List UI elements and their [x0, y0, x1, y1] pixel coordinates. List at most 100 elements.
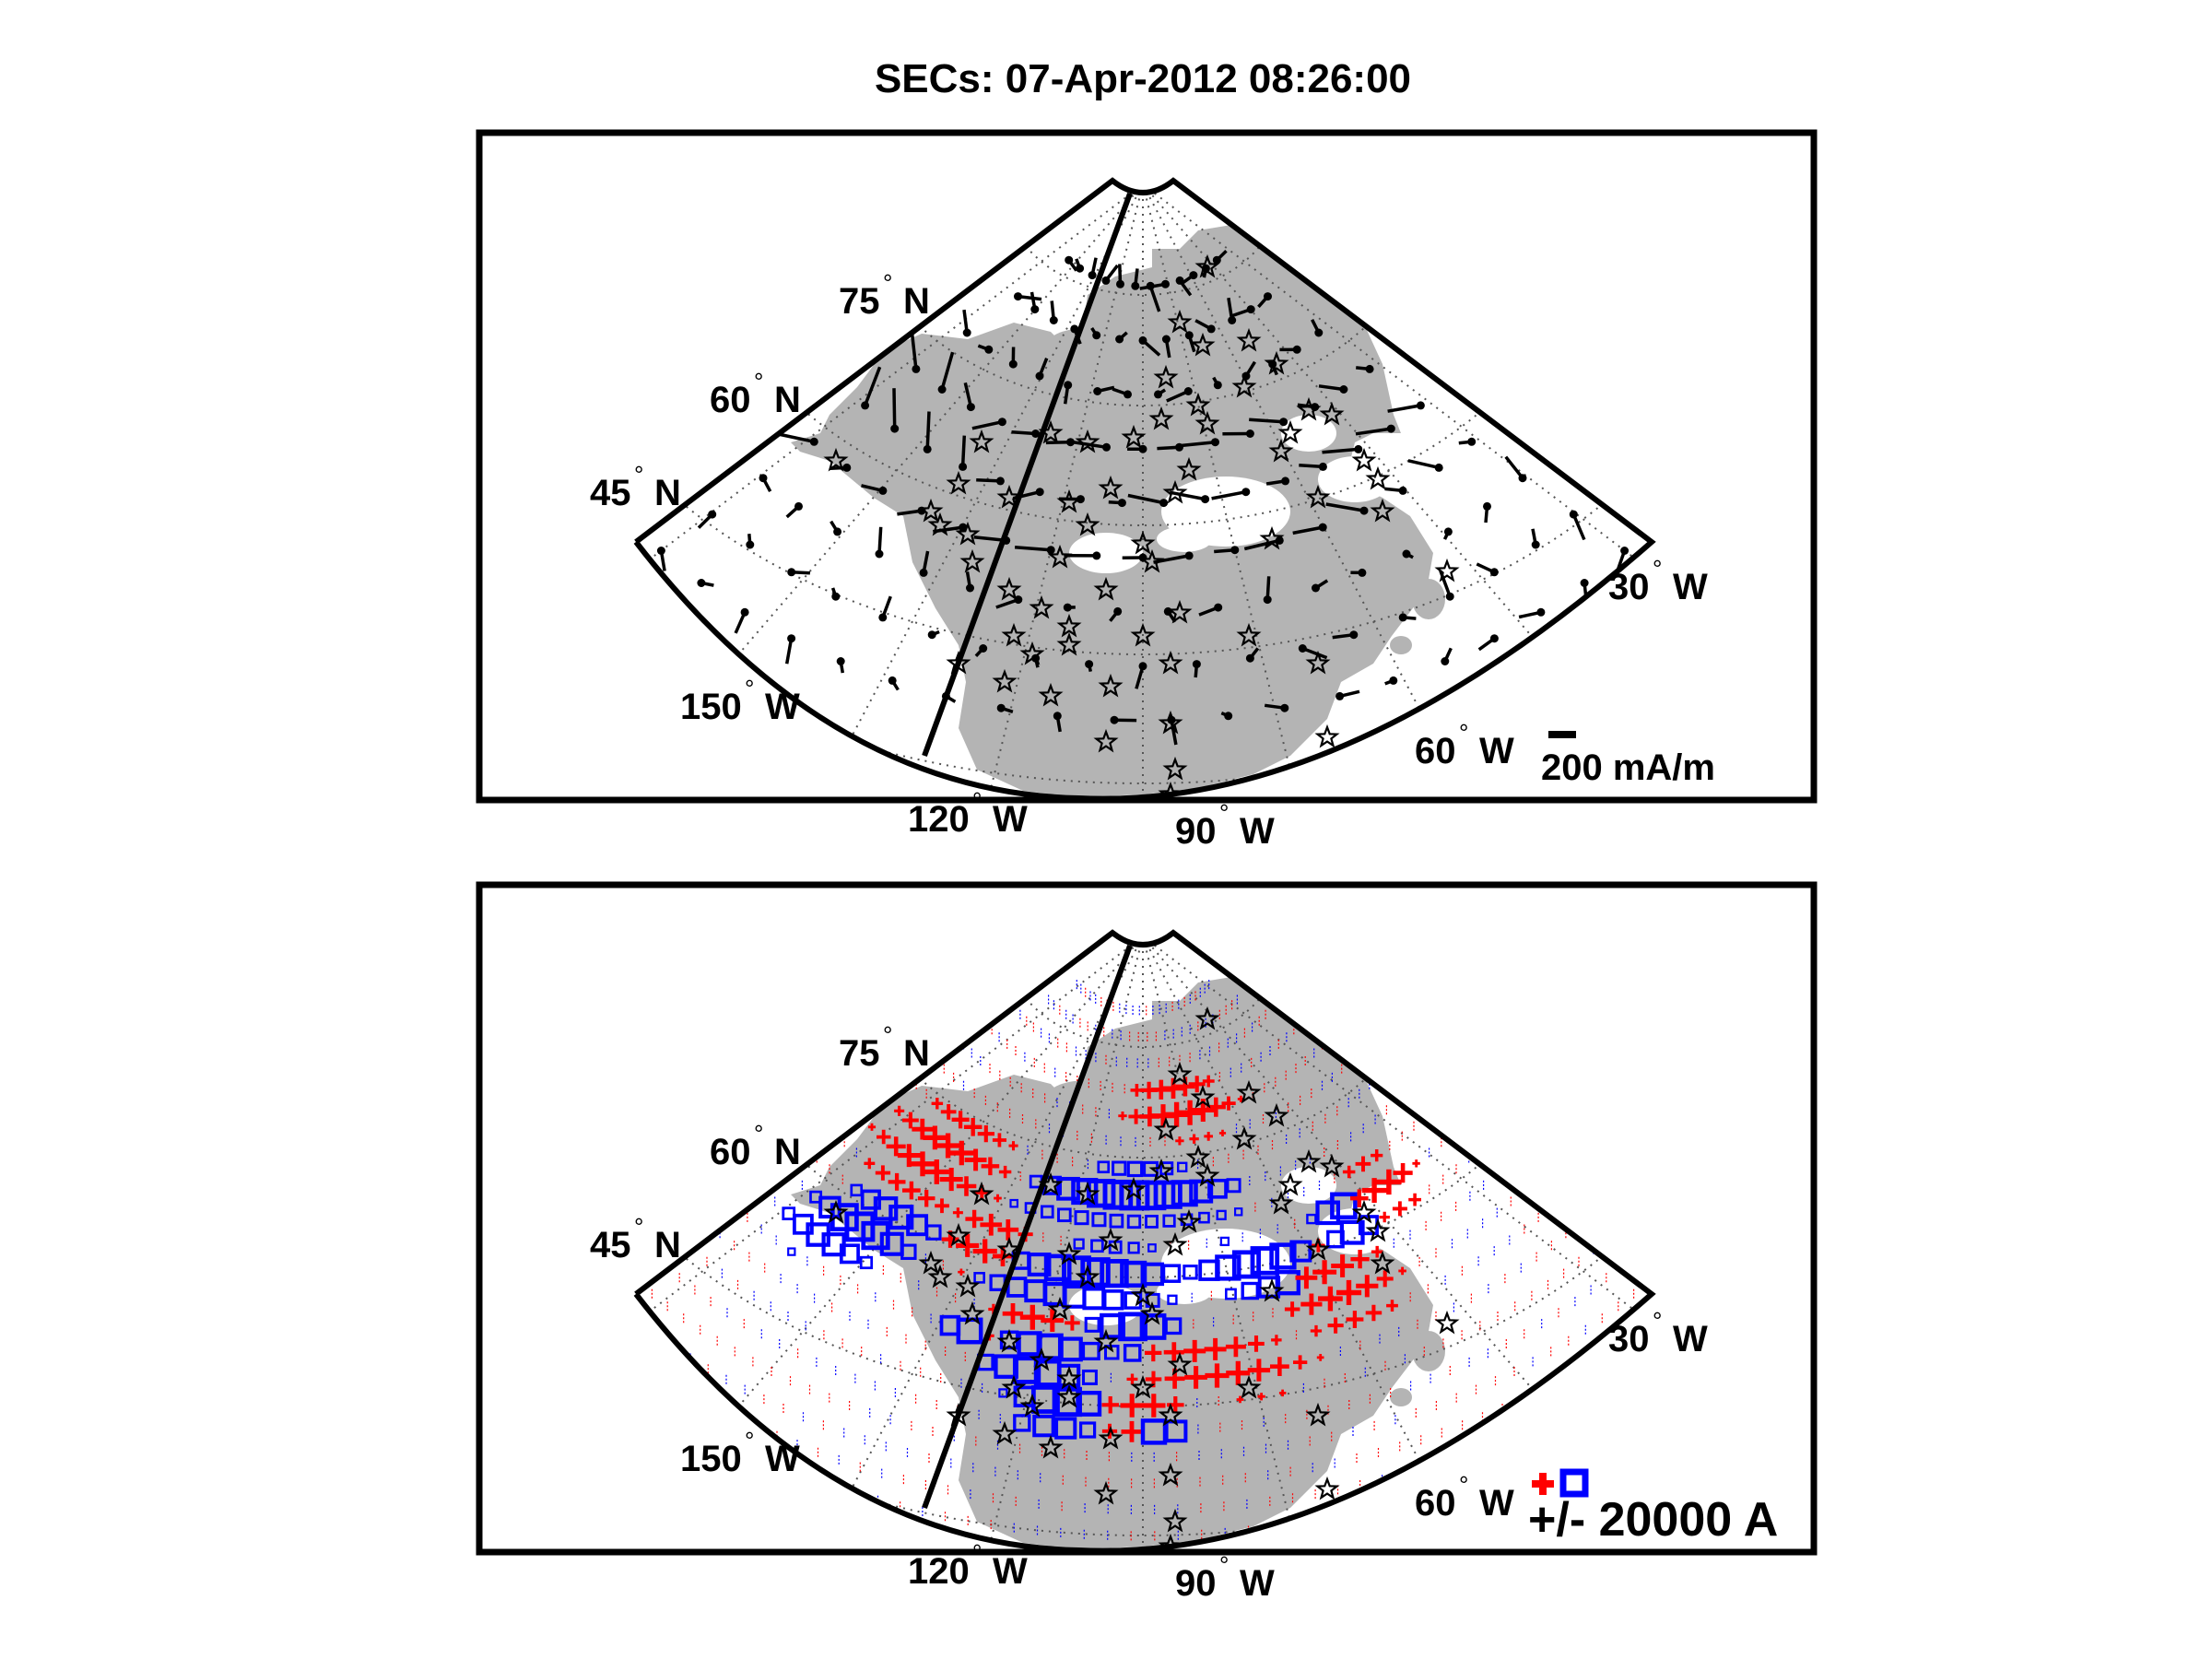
station-marker: [1056, 1365, 1082, 1390]
positive-marker: [949, 1140, 974, 1166]
current-vector: [927, 629, 940, 640]
station-marker: [992, 668, 1018, 693]
current-vector: [697, 579, 714, 587]
positive-marker: [1189, 1134, 1199, 1144]
positive-marker: [867, 1123, 877, 1131]
negative-marker: [1013, 1414, 1031, 1432]
negative-marker: [1231, 1250, 1261, 1279]
current-vector: [1214, 546, 1240, 555]
lon-label-120: 120 ° W: [908, 1539, 1028, 1592]
positive-marker: [1331, 1254, 1354, 1277]
station-marker: [1019, 1393, 1045, 1418]
station-marker: [1001, 622, 1027, 647]
current-vector: [778, 432, 818, 446]
positive-marker: [1365, 1304, 1382, 1322]
current-vector: [974, 644, 988, 657]
station-marker: [1158, 1462, 1183, 1487]
station-marker: [1158, 710, 1183, 735]
lon-label-150-value: 150: [680, 1439, 742, 1479]
station-marker: [1319, 401, 1345, 426]
positive-marker: [1271, 1335, 1282, 1346]
lon-label-30-value: 30: [1608, 567, 1650, 607]
negative-marker: [787, 1247, 796, 1256]
positive-marker: [1221, 1096, 1236, 1111]
current-vector: [1065, 255, 1078, 272]
current-vector: [1075, 258, 1085, 273]
positive-marker: [963, 1118, 982, 1136]
station-marker: [1236, 327, 1262, 352]
negative-marker: [1289, 1240, 1312, 1263]
positive-marker: [964, 1148, 987, 1171]
degree-symbol: °: [972, 1539, 982, 1567]
station-marker: [959, 1300, 985, 1325]
positive-marker: [1393, 1163, 1413, 1183]
current-vector: [923, 411, 932, 453]
current-vector: [861, 366, 882, 410]
positive-marker: [1257, 1393, 1265, 1401]
current-vector: [1192, 660, 1201, 678]
figure-title: SECs: 07-Apr-2012 08:26:00: [875, 56, 1411, 101]
station-marker: [1296, 396, 1322, 421]
positive-marker: [994, 1194, 1002, 1203]
negative-marker: [1275, 1270, 1300, 1296]
current-vector: [1169, 490, 1210, 504]
degree-symbol: °: [1219, 1551, 1229, 1579]
current-vector: [1264, 703, 1289, 712]
lon-label-60-suffix: W: [1479, 1483, 1514, 1524]
station-marker: [1056, 613, 1082, 638]
station-marker: [1231, 1125, 1257, 1150]
current-vector: [1093, 385, 1115, 395]
positive-marker: [1145, 1344, 1162, 1362]
lon-label-60: 60 ° W: [1415, 1471, 1514, 1524]
positive-marker: [956, 1176, 977, 1196]
lon-label-30-value: 30: [1608, 1319, 1650, 1359]
station-marker: [946, 1222, 971, 1247]
lon-label-120-suffix: W: [993, 1551, 1028, 1592]
negative-marker: [1250, 1246, 1280, 1276]
positive-legend-marker: [1532, 1473, 1554, 1495]
lon-label-150: 150 ° W: [680, 1427, 800, 1479]
positive-marker: [1008, 1141, 1018, 1151]
station-marker: [955, 1273, 981, 1298]
station-marker: [927, 1264, 953, 1288]
station-marker: [1098, 475, 1124, 500]
lon-label-60-suffix: W: [1479, 731, 1514, 771]
current-vector: [1115, 331, 1128, 344]
degree-symbol: °: [1459, 1471, 1468, 1499]
positive-marker: [1379, 1211, 1390, 1223]
positive-marker: [910, 1151, 935, 1177]
station-marker: [1075, 1181, 1100, 1206]
station-marker: [1305, 1236, 1331, 1261]
positive-marker: [1278, 1389, 1287, 1397]
positive-marker: [952, 1207, 963, 1218]
current-vector: [836, 657, 845, 674]
positive-marker: [951, 1111, 970, 1129]
current-vector: [1063, 381, 1073, 405]
negative-marker: [1216, 1209, 1227, 1220]
station-marker: [1158, 1402, 1183, 1427]
positive-marker: [1101, 1396, 1119, 1414]
positive-marker: [1247, 1359, 1271, 1382]
current-vector: [861, 484, 888, 495]
station-marker: [1277, 419, 1303, 444]
station-marker: [1264, 350, 1289, 375]
current-vector: [1355, 424, 1395, 436]
lon-label-150-suffix: W: [765, 1439, 800, 1479]
station-marker: [1305, 1402, 1331, 1427]
current-vector: [830, 587, 841, 601]
degree-symbol: °: [883, 1021, 892, 1049]
station-marker: [1130, 1282, 1156, 1307]
current-vector: [1384, 676, 1398, 686]
lon-label-120-suffix: W: [993, 799, 1028, 840]
current-vector: [1569, 510, 1586, 541]
station-marker: [1121, 424, 1147, 449]
current-vector: [1154, 388, 1167, 399]
station-marker: [1056, 1383, 1082, 1408]
degree-symbol: °: [634, 1213, 643, 1241]
current-vector: [1161, 335, 1171, 359]
current-vector: [910, 334, 921, 373]
current-vector: [1230, 305, 1255, 318]
lat-label-45: 45 ° N: [590, 461, 681, 513]
current-vector: [1387, 401, 1425, 413]
